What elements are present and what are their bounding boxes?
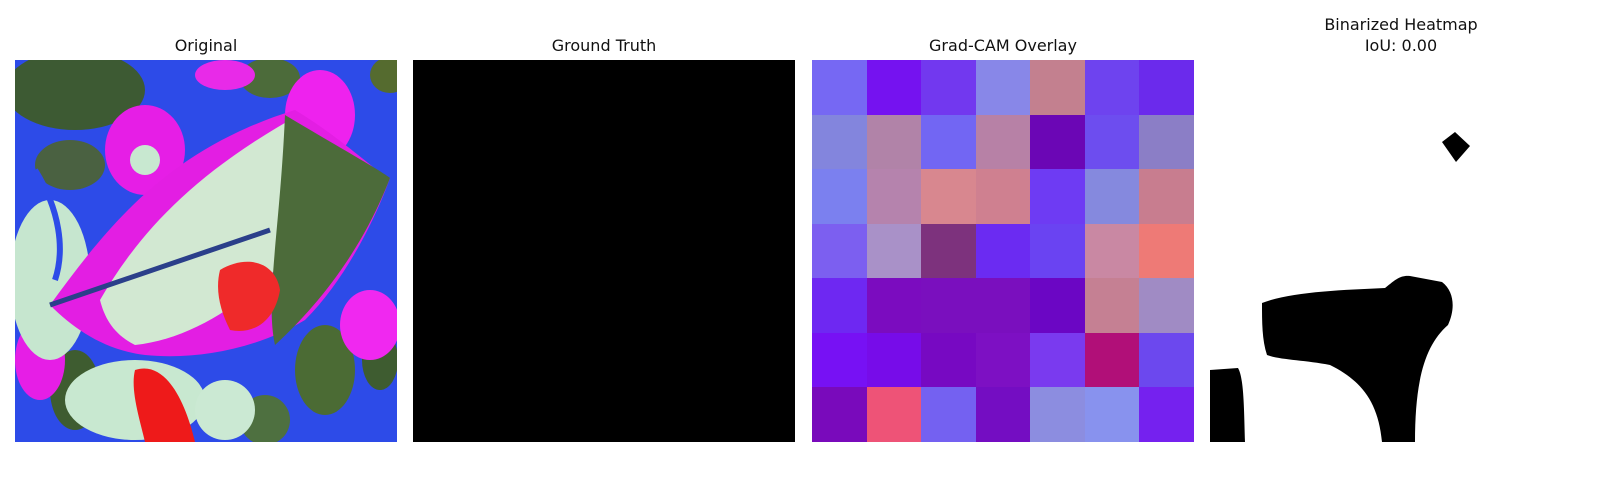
gradcam-cell: [812, 223, 867, 279]
gradcam-cell: [812, 387, 867, 442]
binary-blob-main: [1262, 275, 1453, 442]
gradcam-cell: [921, 387, 977, 442]
iou-label: IoU: 0.00: [1364, 36, 1438, 55]
gradcam-cell: [812, 278, 867, 334]
gradcam-cell: [975, 223, 1031, 279]
gradcam-cell: [921, 223, 977, 279]
binary-blob-left: [1210, 368, 1245, 442]
gradcam-cell: [1030, 223, 1086, 279]
gradcam-cell: [1139, 169, 1194, 225]
original-image: [15, 60, 397, 442]
gradcam-cell: [1139, 60, 1194, 115]
binary-blob-top: [1442, 132, 1470, 162]
gradcam-cell: [866, 60, 922, 115]
gradcam-cell: [1030, 332, 1086, 388]
gradcam-cell: [1139, 387, 1194, 442]
gradcam-cell: [812, 169, 867, 225]
gradcam-cell: [921, 169, 977, 225]
binarized-heatmap-render: [1210, 60, 1592, 442]
gradcam-cell: [975, 278, 1031, 334]
gradcam-cell: [921, 278, 977, 334]
gradcam-cell: [1139, 278, 1194, 334]
gradcam-cell: [921, 332, 977, 388]
gradcam-cell: [866, 114, 922, 170]
gradcam-cell: [1084, 60, 1140, 115]
gradcam-cell: [1084, 387, 1140, 442]
gradcam-cell: [1084, 169, 1140, 225]
gradcam-cell: [975, 387, 1031, 442]
gradcam-cell: [866, 223, 922, 279]
binarized-title: Binarized Heatmap: [1324, 15, 1478, 34]
gradcam-cell: [812, 332, 867, 388]
gradcam-cell: [1030, 114, 1086, 170]
gradcam-cell: [1139, 114, 1194, 170]
gradcam-cell: [1084, 114, 1140, 170]
gradcam-cell: [1030, 387, 1086, 442]
gradcam-cell: [921, 60, 977, 115]
gradcam-cell: [975, 332, 1031, 388]
gradcam-cell: [1030, 169, 1086, 225]
gradcam-title: Grad-CAM Overlay: [929, 36, 1077, 55]
gradcam-cell: [975, 114, 1031, 170]
gradcam-cell: [1139, 332, 1194, 388]
gradcam-cell: [812, 60, 867, 115]
binarized-heatmap: [1210, 60, 1592, 442]
gradcam-cell: [1084, 223, 1140, 279]
ground-truth-mask: [413, 60, 795, 442]
gradcam-cell: [866, 169, 922, 225]
gradcam-cell: [975, 60, 1031, 115]
gradcam-overlay-grid: [812, 60, 1194, 442]
gradcam-cell: [1030, 60, 1086, 115]
gradcam-cell: [812, 114, 867, 170]
ground-truth-title: Ground Truth: [551, 36, 657, 55]
gradcam-cell: [1139, 223, 1194, 279]
gradcam-cell: [866, 332, 922, 388]
gradcam-cell: [1030, 278, 1086, 334]
gradcam-cell: [866, 278, 922, 334]
original-image-render: [15, 60, 397, 442]
gradcam-cell: [921, 114, 977, 170]
original-title: Original: [174, 36, 238, 55]
gradcam-cell: [866, 387, 922, 442]
gradcam-cell: [975, 169, 1031, 225]
gradcam-cell: [1084, 278, 1140, 334]
gradcam-cell: [1084, 332, 1140, 388]
